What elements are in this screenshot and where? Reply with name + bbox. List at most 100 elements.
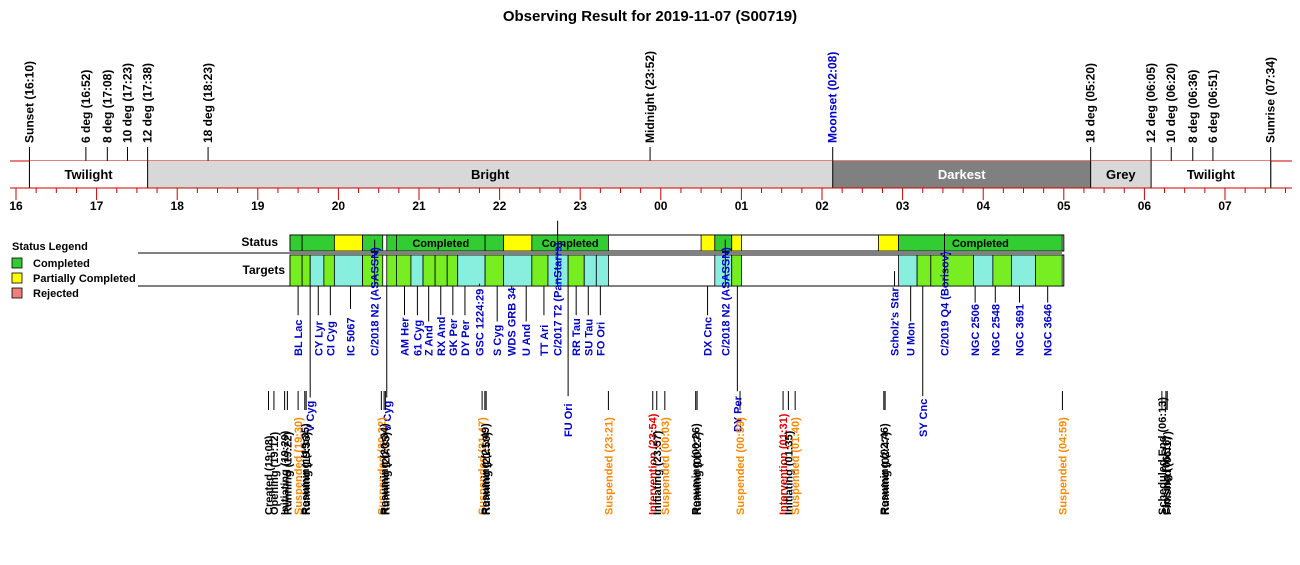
log-event-suspended-04-59: Suspended (04:59) [1057,417,1069,515]
sky-band-twilight [29,161,148,188]
target-block [309,254,325,287]
target-block [992,254,1012,287]
status-legend: Status Legend Completed Partially Comple… [11,241,136,300]
target-label-61-cyg: 61 Cyg [412,320,424,356]
hour-label-18: 18 [171,199,185,213]
log-events: Created (19:08)Opening (19:12)Initiating… [264,391,1174,515]
hour-label-01: 01 [735,199,749,213]
log-event-closing-06-16: Closing (06:16) [1161,436,1173,515]
event-label-8-deg-17-08: 8 deg (17:08) [100,70,114,143]
event-markers: Sunset (16:10) 6 deg (16:52) 8 deg (17:08)… [22,51,1278,188]
sky-band-label-darkest: Darkest [938,167,986,182]
log-event-running-21-50: Running (21:50) [481,432,493,515]
status-row-label: Status [241,235,278,249]
log-event-initiating-19-20: Initiating (19:20) [280,430,292,515]
sky-band-label-grey: Grey [1106,167,1136,182]
target-label-u-and: U And [521,324,533,356]
log-event-created-19-08: Created (19:08) [264,435,276,515]
log-event-scheduled-end-06-13: Scheduled End (06:13) [1157,397,1169,515]
target-label-s-cyg: S Cyg [492,325,504,356]
sky-band-darkest [832,161,1091,188]
log-event-intervention-23-54: Intervention (23:54) [648,413,660,515]
log-event-finished-06-17: Finished (06:17) [1162,431,1174,515]
sky-bands: Twilight Bright Darkest Grey Twilight [10,160,1292,189]
log-event-resuming-21-49: Resuming (21:49) [480,423,492,515]
target-label-gk-per: GK Per [448,318,460,356]
target-label-ngc-3646: NGC 3646 [1043,304,1055,356]
event-label-sunrise-07-34: Sunrise (07:34) [1264,57,1278,143]
log-event-suspended-00-59: Suspended (00:59) [735,417,747,515]
target-block [1011,254,1036,287]
hour-label-23: 23 [574,199,588,213]
hour-label-17: 17 [90,199,104,213]
hour-label-19: 19 [251,199,265,213]
log-event-initiating-01-35: Initiating (01:35) [783,430,795,515]
legend-label-rejected: Rejected [33,288,79,300]
log-event-suspended-01-40: Suspended (01:40) [790,417,802,515]
target-block [503,254,533,287]
log-event-running-20-35: Running (20:35) [380,432,392,515]
status-segment-label: Completed [412,238,469,250]
target-block [973,254,994,287]
target-label-fo-ori: FO Ori [595,322,607,356]
status-segment-label: Completed [952,238,1009,250]
target-block [531,254,549,287]
target-block [333,254,363,287]
target-label-ngc-2506: NGC 2506 [970,304,982,356]
event-label-12-deg-17-38: 12 deg (17:38) [141,63,155,143]
log-event-intervention-01-31: Intervention (01:31) [778,413,790,515]
status-segment-completed [898,234,1063,252]
hour-label-00: 00 [654,199,668,213]
hour-label-02: 02 [815,199,829,213]
target-label-v-cyg: V Cyg [382,401,394,432]
target-label-c-2017-t2-panstarrs: C/2017 T2 (PanStarrs) [553,242,565,356]
hour-label-20: 20 [332,199,346,213]
status-segment-partial [503,234,533,252]
event-label-sunset-16-10: Sunset (16:10) [22,61,36,143]
target-block [396,254,412,287]
legend-title: Status Legend [12,241,88,253]
status-segment-partial [700,234,716,252]
log-event-resuming-19-35: Resuming (19:35) [300,423,312,515]
target-label-ngc-3691: NGC 3691 [1014,304,1026,356]
target-label-scholz-s-star: Scholz's Star [890,287,902,356]
sky-band-label-bright: Bright [471,167,510,182]
status-segment-partial [731,234,742,252]
target-label-rr-tau: RR Tau [571,318,583,356]
target-block [484,254,505,287]
log-event-resuming-20-34: Resuming (20:34) [379,423,391,515]
sky-band-grey [1090,161,1152,188]
event-label-12-deg-06-05: 12 deg (06:05) [1144,63,1158,143]
status-segment-completed [301,234,335,252]
target-block [457,254,486,287]
status-segment-completed [531,234,609,252]
log-event-resuming-00-26: Resuming (00:26) [691,423,703,515]
legend-swatch-completed [11,257,23,269]
log-event-running-02-47: Running (02:47) [880,432,892,515]
event-label-10-deg-06-20: 10 deg (06:20) [1164,63,1178,143]
time-axis: 16 17 18 19 20 21 22 23 00 01 02 03 04 05 06 07 [9,188,1286,213]
hour-label-03: 03 [896,199,910,213]
target-block [583,254,597,287]
target-block [386,254,397,287]
hour-label-05: 05 [1057,199,1071,213]
log-event-opening-19-12: Opening (19:12) [269,432,281,515]
event-label-18-deg-05-20: 18 deg (05:20) [1084,63,1098,143]
status-segment-completed [386,234,397,252]
target-label-c-2018-n2-asassn: C/2018 N2 (ASASSN) [370,247,382,356]
target-label-cy-lyr: CY Lyr [313,320,325,356]
target-label-bl-lac: BL Lac [293,320,305,356]
log-event-running-19-22: Running (19:22) [282,432,294,515]
hour-label-07: 07 [1218,199,1232,213]
log-event-suspended-23-21: Suspended (23:21) [603,417,615,515]
log-event-suspended-21-47: Suspended (21:47) [477,417,489,515]
sky-band-label-twilight: Twilight [64,167,113,182]
legend-label-completed: Completed [33,258,90,270]
chart-title: Observing Result for 2019-11-07 (S00719) [503,8,797,25]
target-block [898,254,918,287]
target-label-z-and: Z And [424,325,436,356]
sky-band-bright [147,161,833,188]
target-label-ci-cyg: CI Cyg [325,321,337,356]
target-label-c-2018-n2-asassn: C/2018 N2 (ASASSN) [720,247,732,356]
target-block [567,254,585,287]
